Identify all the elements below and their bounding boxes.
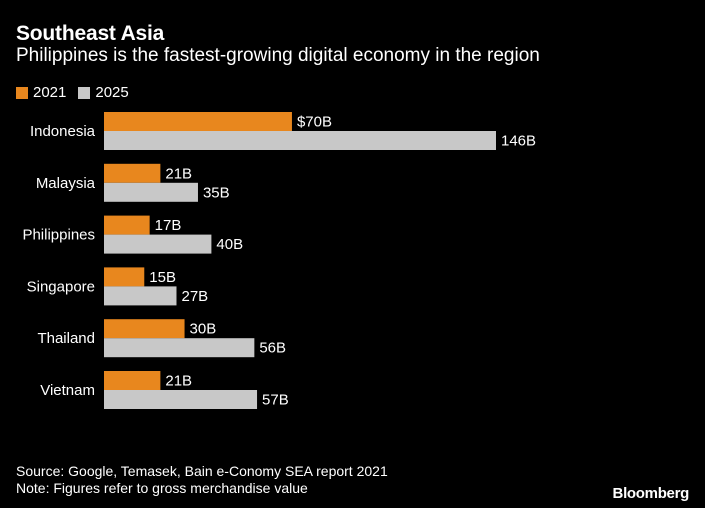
data-label-2025: 57B — [262, 392, 289, 409]
category-label: Vietnam — [40, 382, 95, 399]
bar-2021 — [104, 267, 145, 287]
bar-2021 — [104, 319, 185, 339]
data-label-2021: 30B — [190, 321, 217, 338]
data-label-2021: 17B — [155, 217, 182, 234]
data-label-2021: 15B — [149, 269, 176, 286]
data-label-2021: 21B — [165, 373, 192, 390]
footnote: Note: Figures refer to gross merchandise… — [16, 480, 308, 496]
legend-swatch-2025 — [78, 86, 91, 99]
category-label: Philippines — [22, 227, 95, 244]
legend-label-2021: 2021 — [33, 84, 67, 101]
footer: Source: Google, Temasek, Bain e-Conomy S… — [16, 463, 388, 497]
legend-label-2025: 2025 — [95, 84, 129, 101]
legend-swatch-2021 — [16, 86, 28, 99]
source-note: Source: Google, Temasek, Bain e-Conomy S… — [16, 463, 388, 479]
category-label: Indonesia — [30, 123, 96, 140]
bar-2021 — [104, 371, 161, 390]
bar-2025 — [104, 131, 496, 150]
bar-2025 — [104, 390, 258, 409]
bar-2025 — [104, 286, 177, 306]
data-label-2025: 27B — [181, 288, 208, 305]
legend-item-2021: 2021 — [16, 84, 66, 101]
data-label-2025: 40B — [216, 236, 243, 253]
chart-subtitle: Philippines is the fastest-growing digit… — [16, 45, 540, 66]
bar-2021 — [104, 215, 150, 235]
data-label-2025: 56B — [259, 340, 286, 357]
category-label: Singapore — [27, 278, 95, 295]
chart-title: Southeast Asia — [16, 22, 165, 45]
bloomberg-logo: Bloomberg — [612, 485, 690, 502]
legend: 2021 2025 — [16, 84, 141, 101]
bar-2021 — [104, 163, 161, 183]
bar-2025 — [104, 182, 198, 202]
legend-item-2025: 2025 — [78, 84, 129, 101]
bar-2025 — [104, 338, 255, 358]
data-label-2025: 146B — [501, 133, 536, 150]
bar-2021 — [104, 112, 292, 131]
data-label-2021: $70B — [297, 114, 332, 131]
data-label-2021: 21B — [165, 165, 192, 182]
category-label: Thailand — [37, 330, 95, 347]
category-label: Malaysia — [36, 175, 96, 192]
data-label-2025: 35B — [203, 184, 230, 201]
bar-2025 — [104, 234, 212, 254]
